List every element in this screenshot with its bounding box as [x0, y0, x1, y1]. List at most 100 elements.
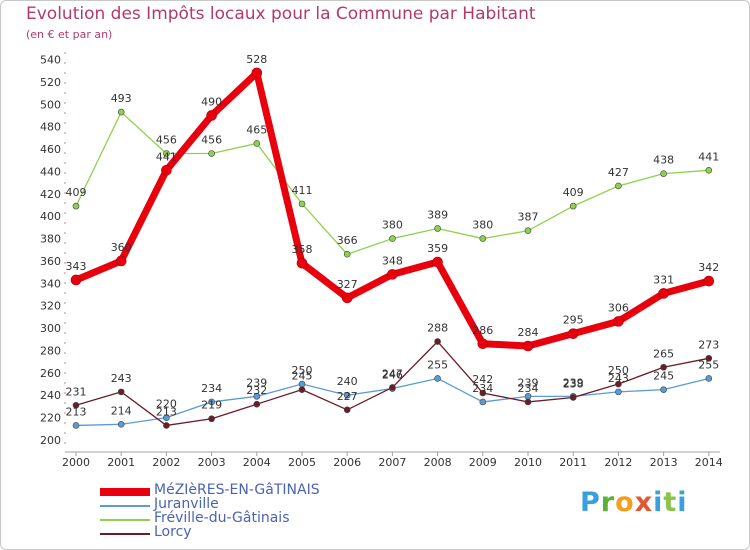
- x-tick-label: 2008: [424, 456, 452, 469]
- data-point-3: [72, 402, 80, 409]
- data-label-1: 239: [518, 376, 539, 389]
- data-label-1: 213: [66, 405, 87, 418]
- data-point-1: [479, 398, 487, 406]
- y-tick-label: 260: [40, 367, 61, 380]
- data-label-1: 234: [201, 382, 222, 395]
- data-point-0: [477, 338, 489, 350]
- data-point-1: [343, 391, 351, 399]
- x-tick-label: 2006: [333, 456, 361, 469]
- y-tick-label: 320: [40, 300, 61, 313]
- legend-label-0: MéZIèRES-EN-GâTINAIS: [154, 482, 320, 498]
- data-label-3: 243: [111, 372, 132, 385]
- data-label-2: 380: [382, 219, 403, 232]
- data-point-0: [613, 316, 624, 327]
- data-point-2: [163, 150, 170, 157]
- data-label-3: 245: [292, 370, 313, 383]
- data-label-0: 295: [563, 314, 584, 327]
- data-point-2: [615, 182, 622, 190]
- data-point-3: [298, 386, 306, 393]
- data-label-1: 240: [337, 375, 358, 388]
- data-point-0: [251, 67, 263, 79]
- data-point-1: [117, 421, 125, 428]
- legend-swatch-3: [100, 533, 150, 535]
- data-point-0: [115, 255, 127, 267]
- data-label-2: 465: [246, 123, 267, 136]
- y-tick-label: 300: [40, 322, 61, 335]
- data-label-1: 243: [608, 372, 629, 385]
- data-point-3: [117, 388, 125, 396]
- y-tick-label: 360: [40, 255, 61, 268]
- legend-label-2: Fréville-du-Gâtinais: [154, 510, 290, 526]
- data-point-0: [567, 328, 579, 339]
- data-label-2: 427: [608, 166, 629, 179]
- y-tick-label: 240: [40, 389, 61, 402]
- data-label-1: 250: [292, 364, 313, 377]
- legend-swatch-2: [100, 519, 150, 521]
- data-point-2: [569, 202, 577, 210]
- data-label-0: 343: [66, 260, 87, 273]
- data-point-2: [660, 170, 667, 177]
- data-point-1: [660, 386, 667, 393]
- data-point-2: [117, 108, 125, 116]
- data-label-0: 286: [472, 324, 493, 337]
- data-point-0: [296, 257, 308, 269]
- data-point-2: [524, 227, 532, 235]
- data-label-3: 232: [246, 384, 267, 397]
- data-point-1: [163, 414, 170, 421]
- y-tick-label: 440: [40, 165, 61, 178]
- data-point-0: [432, 256, 443, 268]
- data-label-1: 246: [382, 369, 403, 382]
- data-label-3: 238: [563, 377, 584, 390]
- y-tick-label: 540: [40, 54, 61, 67]
- data-point-3: [660, 363, 667, 371]
- data-label-3: 227: [337, 390, 358, 403]
- data-label-0: 360: [111, 241, 132, 254]
- data-point-2: [479, 235, 487, 242]
- data-point-0: [341, 292, 353, 304]
- data-label-1: 214: [111, 404, 132, 417]
- x-axis-ticks: 2000 2001 2002 2003 2004 2005 2006 2007 2008 2009…: [62, 452, 723, 469]
- y-tick-label: 380: [40, 233, 61, 246]
- chart-subtitle: (en € et par an): [26, 28, 113, 41]
- data-label-2: 409: [563, 186, 584, 199]
- data-point-2: [208, 150, 215, 157]
- data-label-2: 389: [427, 208, 448, 221]
- data-label-0: 441: [156, 150, 177, 163]
- data-label-1: 245: [653, 370, 674, 383]
- data-label-2: 456: [156, 134, 177, 147]
- data-label-0: 327: [337, 278, 358, 291]
- data-point-2: [298, 200, 306, 208]
- data-label-2: 493: [111, 92, 132, 105]
- data-point-2: [705, 166, 713, 174]
- data-point-0: [206, 110, 217, 121]
- data-point-3: [389, 384, 396, 391]
- data-label-1: 239: [563, 376, 584, 389]
- x-tick-label: 2012: [604, 456, 632, 469]
- x-tick-label: 2005: [288, 456, 316, 469]
- x-tick-label: 2004: [243, 456, 271, 469]
- y-tick-label: 220: [40, 412, 61, 425]
- data-point-3: [343, 406, 351, 414]
- series-lines: [70, 67, 715, 429]
- data-label-0: 528: [246, 53, 267, 66]
- data-label-2: 380: [472, 219, 493, 232]
- data-point-0: [70, 274, 82, 286]
- data-label-2: 438: [653, 154, 674, 167]
- data-point-0: [703, 275, 715, 287]
- x-tick-label: 2014: [695, 456, 723, 469]
- data-point-1: [705, 375, 713, 382]
- data-label-0: 342: [698, 261, 719, 274]
- legend-swatch-0: [100, 488, 150, 496]
- x-tick-label: 2009: [469, 456, 497, 469]
- legend-label-1: Juranville: [154, 496, 219, 512]
- data-label-3: 219: [201, 399, 222, 412]
- y-tick-label: 500: [40, 98, 61, 111]
- data-label-3: 250: [608, 364, 629, 377]
- data-point-3: [615, 380, 622, 388]
- data-point-3: [569, 394, 577, 401]
- data-label-0: 331: [653, 273, 674, 286]
- y-tick-label: 520: [40, 76, 61, 89]
- data-point-1: [434, 375, 441, 382]
- x-tick-label: 2003: [198, 456, 226, 469]
